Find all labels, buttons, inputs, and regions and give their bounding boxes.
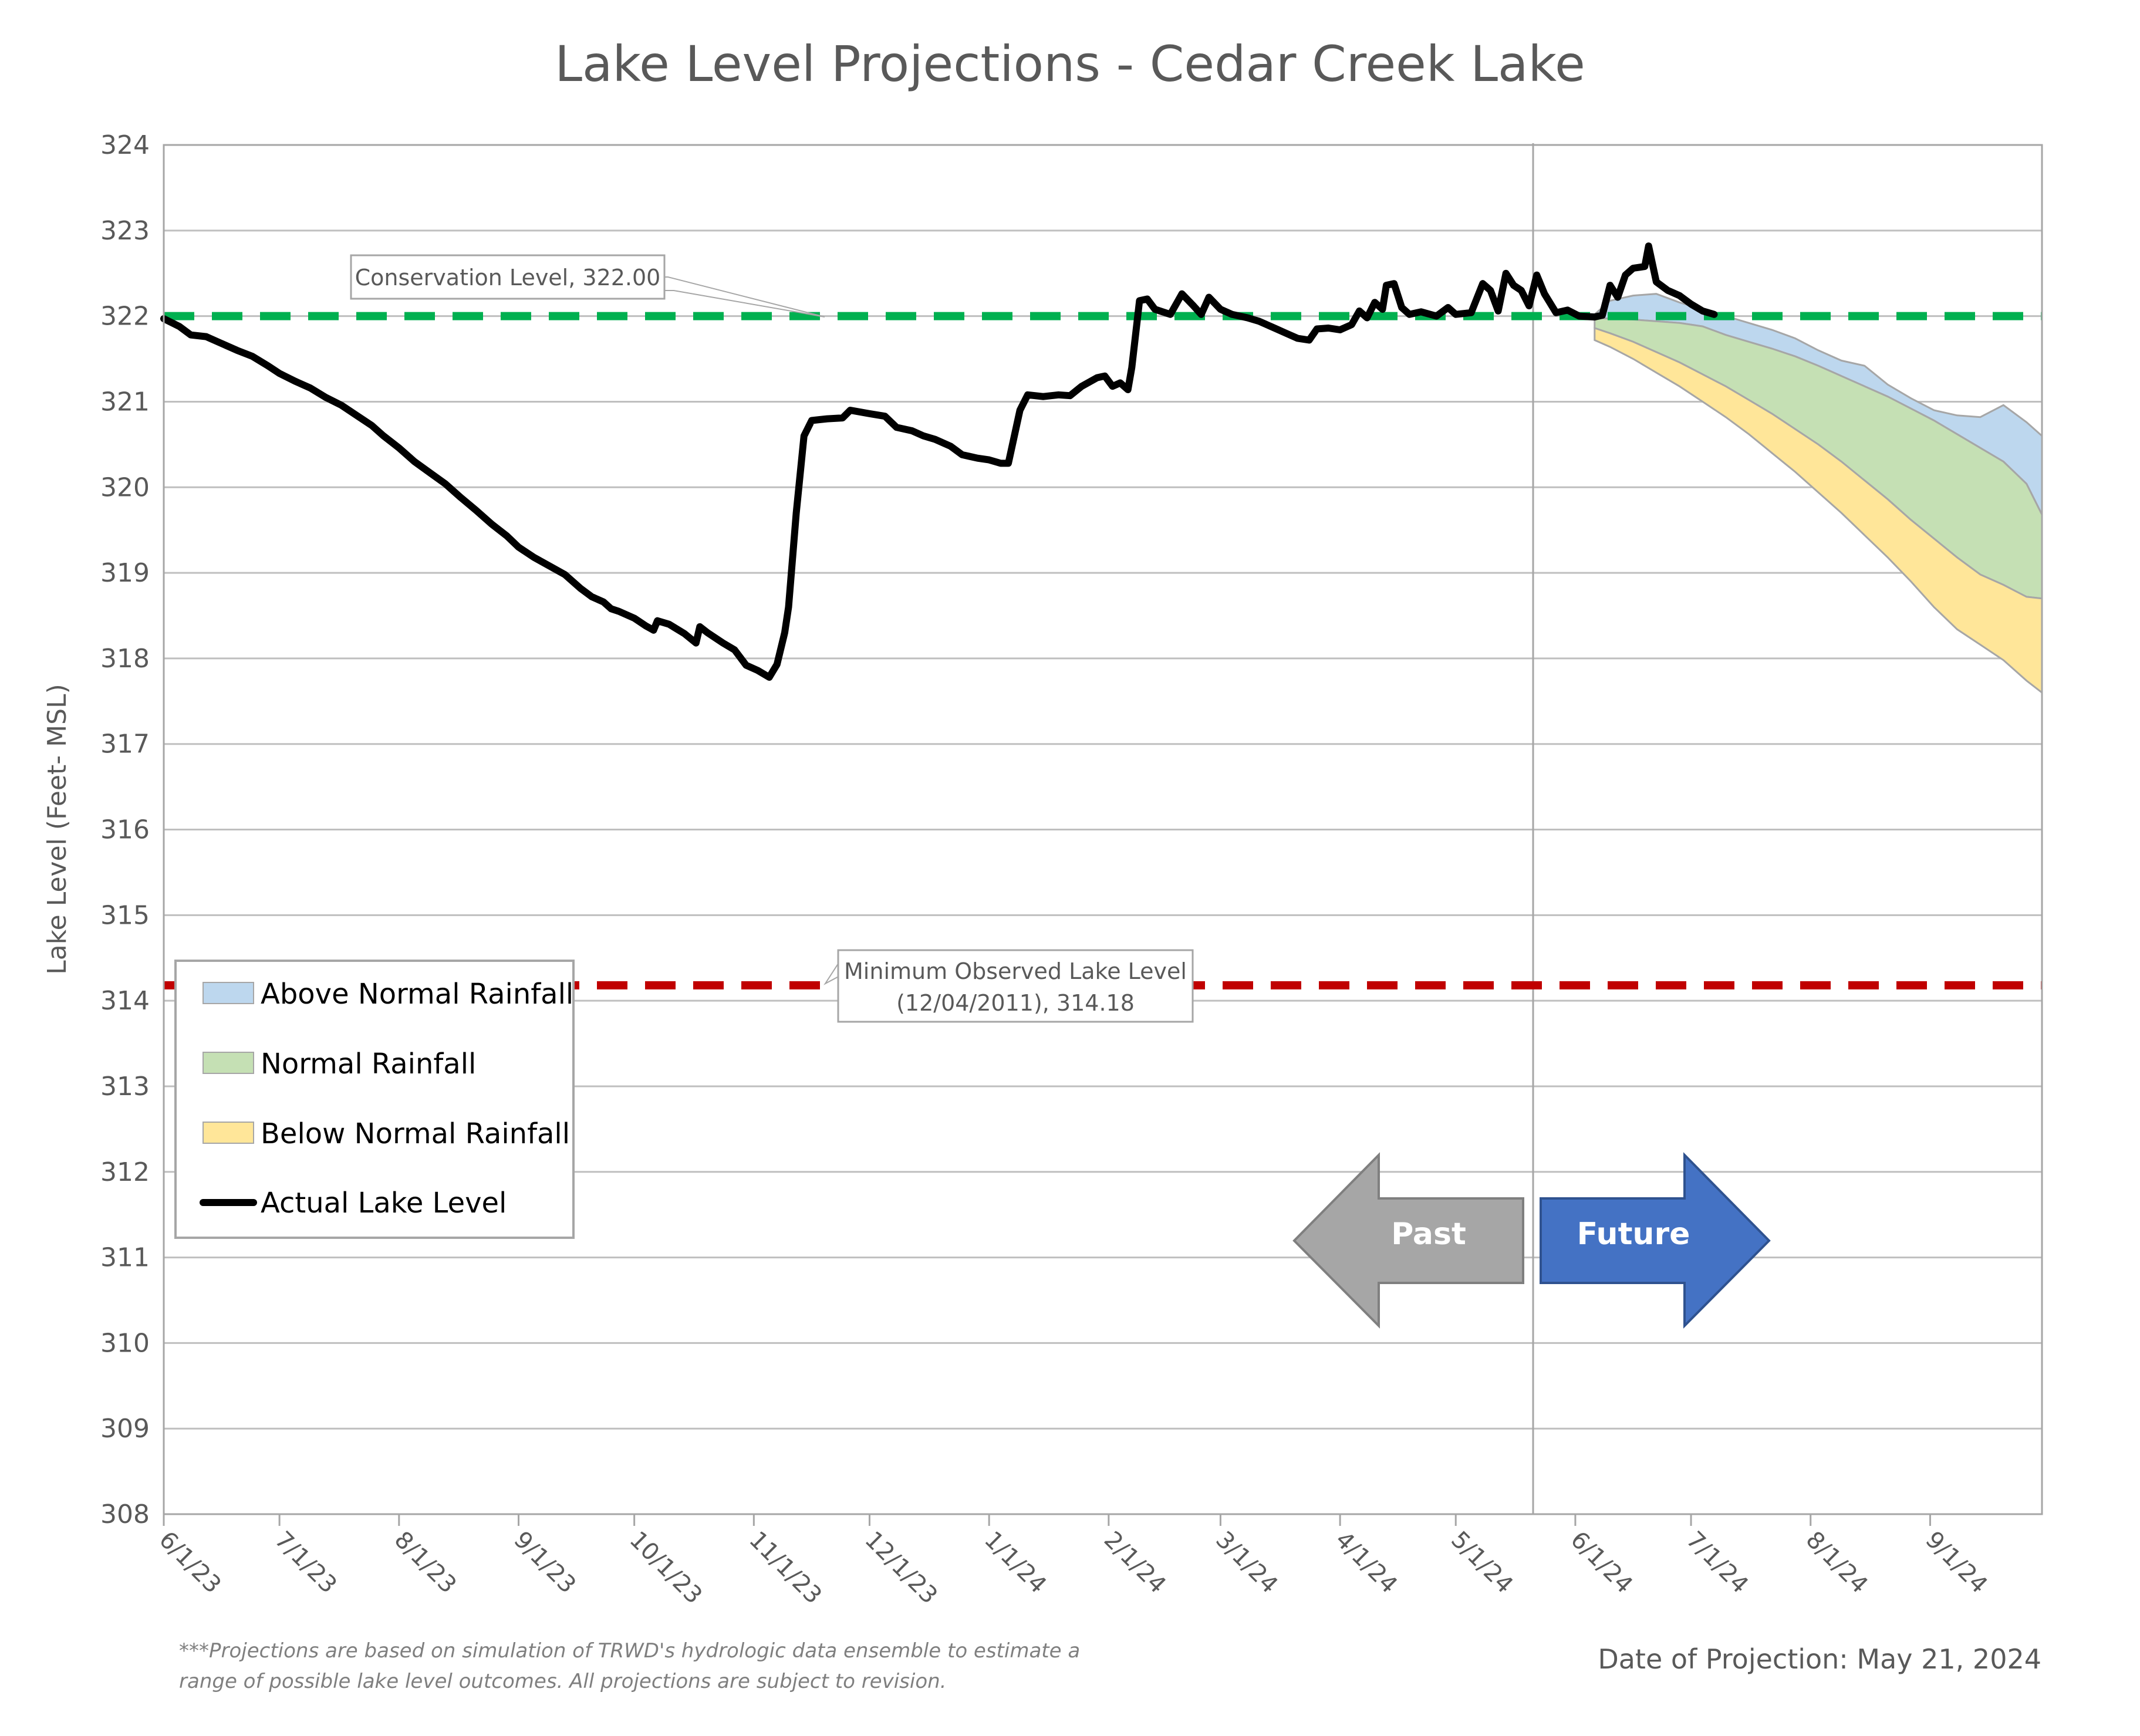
legend-label-normal: Normal Rainfall [261, 1048, 476, 1080]
projection-date-label: Date of Projection: May 21, 2024 [1598, 1643, 2041, 1675]
y-tick-label: 308 [100, 1499, 150, 1529]
legend: Above Normal Rainfall Normal Rainfall Be… [174, 960, 575, 1239]
minimum-level-callout: Minimum Observed Lake Level (12/04/2011)… [823, 949, 1194, 1023]
minimum-level-label-line2: (12/04/2011), 314.18 [896, 990, 1135, 1016]
y-tick-label: 324 [100, 130, 150, 160]
y-axis-label: Lake Level (Feet- MSL) [42, 684, 72, 974]
future-arrow: Future [1540, 1152, 1771, 1329]
x-axis-ticks: 6/1/23 7/1/23 8/1/23 9/1/23 10/1/23 11/1/23 12… [154, 1514, 1993, 1609]
x-tick-label: 11/1/23 [744, 1526, 827, 1610]
x-tick-label: 4/1/24 [1330, 1526, 1403, 1599]
x-tick-label: 1/1/24 [979, 1526, 1052, 1599]
y-tick-label: 315 [100, 900, 150, 930]
legend-swatch-normal [202, 1052, 254, 1074]
y-axis-ticks: 308 309 310 311 312 313 314 315 316 317 318 319 320 3… [100, 130, 150, 1529]
y-tick-label: 318 [100, 644, 150, 674]
x-tick-label: 6/1/23 [154, 1526, 227, 1599]
y-tick-label: 320 [100, 472, 150, 502]
y-tick-label: 313 [100, 1072, 150, 1102]
legend-label-actual: Actual Lake Level [261, 1187, 507, 1220]
legend-box [174, 960, 575, 1239]
footnote-line2: range of possible lake level outcomes. A… [179, 1670, 947, 1693]
y-tick-label: 314 [100, 986, 150, 1016]
x-tick-label: 3/1/24 [1210, 1526, 1283, 1599]
x-tick-label: 9/1/24 [1920, 1526, 1993, 1599]
actual-lake-level-line [160, 242, 1718, 681]
x-tick-label: 7/1/24 [1681, 1526, 1754, 1599]
legend-swatch-above [202, 982, 254, 1004]
conservation-level-callout: Conservation Level, 322.00 [350, 254, 825, 318]
x-tick-label: 6/1/24 [1565, 1526, 1638, 1599]
plot-area-border [163, 144, 2043, 1515]
y-tick-label: 312 [100, 1157, 150, 1187]
x-tick-label: 2/1/24 [1099, 1526, 1172, 1599]
legend-label-below: Below Normal Rainfall [261, 1117, 570, 1150]
minimum-level-label-line1: Minimum Observed Lake Level [844, 958, 1187, 984]
y-tick-label: 322 [100, 302, 150, 332]
y-tick-label: 323 [100, 216, 150, 246]
legend-swatch-below [202, 1122, 254, 1144]
chart-title: Lake Level Projections - Cedar Creek Lak… [555, 35, 1585, 93]
past-arrow: Past [1292, 1152, 1524, 1329]
x-tick-label: 10/1/23 [625, 1526, 708, 1610]
x-tick-label: 9/1/23 [508, 1526, 581, 1599]
x-tick-label: 8/1/23 [389, 1526, 462, 1599]
y-tick-label: 311 [100, 1243, 150, 1273]
x-tick-label: 8/1/24 [1801, 1526, 1874, 1599]
future-label: Future [1577, 1217, 1690, 1252]
x-tick-label: 12/1/23 [859, 1526, 943, 1610]
y-tick-label: 310 [100, 1328, 150, 1358]
y-tick-label: 317 [100, 729, 150, 759]
y-tick-label: 309 [100, 1414, 150, 1444]
conservation-level-label: Conservation Level, 322.00 [355, 265, 661, 291]
y-tick-label: 321 [100, 387, 150, 417]
y-tick-label: 319 [100, 558, 150, 588]
legend-label-above: Above Normal Rainfall [261, 978, 573, 1011]
projection-bands [1594, 293, 2043, 695]
x-tick-label: 5/1/24 [1446, 1526, 1518, 1599]
y-tick-label: 316 [100, 815, 150, 845]
footnote-line1: ***Projections are based on simulation o… [179, 1639, 1080, 1663]
past-label: Past [1391, 1217, 1466, 1252]
x-tick-label: 7/1/23 [269, 1526, 342, 1599]
